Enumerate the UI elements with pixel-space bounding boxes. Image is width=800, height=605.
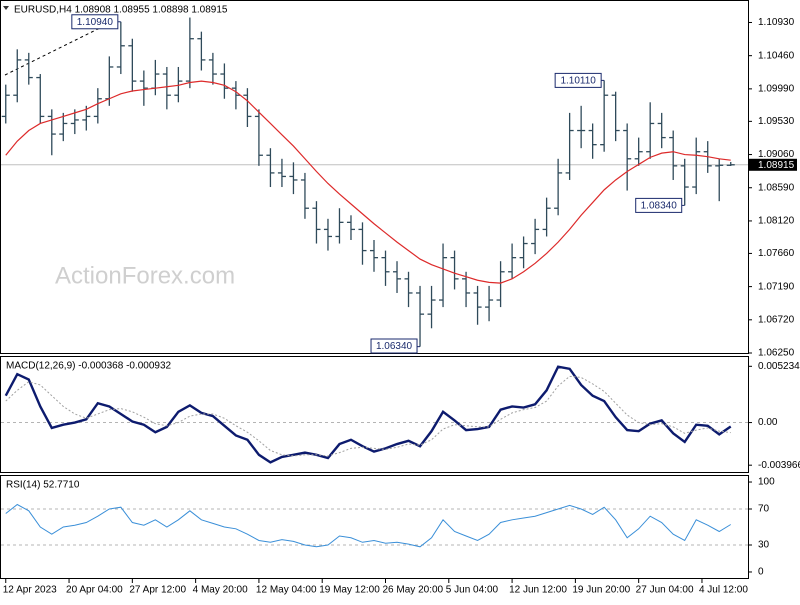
price-label: 1.10110: [560, 76, 596, 87]
panel-title: EURUSD,H4 1.08908 1.08955 1.08898 1.0891…: [14, 5, 228, 16]
price-label-box: [370, 338, 418, 354]
x-tick-label: 12 May 04:00: [256, 585, 317, 596]
y-tick-label: 0.00: [758, 417, 778, 428]
x-tick-label: 5 Jun 04:00: [446, 585, 499, 596]
x-tick-label: 19 May 12:00: [319, 585, 380, 596]
x-tick-label: 20 Apr 04:00: [66, 585, 123, 596]
y-tick-label: 1.06250: [758, 348, 795, 359]
y-tick-label: 1.08120: [758, 216, 795, 227]
y-tick-label: 1.10460: [758, 50, 795, 61]
price-label: 1.06340: [376, 341, 413, 352]
y-tick-label: 30: [758, 540, 770, 551]
y-tick-label: 1.08590: [758, 182, 795, 193]
y-tick-label: 1.07660: [758, 248, 795, 259]
y-tick-label: 1.10930: [758, 17, 795, 28]
last-price-label: 1.08915: [758, 160, 795, 171]
y-tick-label: 100: [758, 477, 775, 488]
panel-title: RSI(14) 52.7710: [6, 480, 80, 491]
x-tick-label: 27 Jun 04:00: [636, 585, 694, 596]
y-tick-label: 0.005234: [758, 361, 800, 372]
rsi-panel: [0, 475, 749, 579]
x-tick-label: 12 Jun 12:00: [509, 585, 567, 596]
y-tick-label: 1.09060: [758, 149, 795, 160]
macd-panel: [0, 356, 749, 473]
watermark: ActionForex.com: [55, 262, 235, 289]
y-tick-label: -0.003966: [758, 460, 800, 471]
x-tick-label: 4 May 20:00: [193, 585, 248, 596]
indicator-line: [5, 503, 731, 548]
x-tick-label: 26 May 20:00: [383, 585, 444, 596]
y-tick-label: 1.06720: [758, 314, 795, 325]
y-tick-label: 1.09530: [758, 116, 795, 127]
moving-average: [5, 80, 731, 284]
x-tick-label: 4 Jul 12:00: [699, 585, 748, 596]
panel-title: MACD(12,26,9) -0.000368 -0.000932: [6, 361, 172, 372]
y-tick-label: 70: [758, 504, 770, 515]
last-price-box: [749, 158, 797, 171]
y-tick-label: 1.07190: [758, 281, 795, 292]
y-tick-label: 1.09990: [758, 84, 795, 95]
indicator-line: [4, 365, 732, 464]
price-label: 1.08340: [641, 201, 678, 212]
x-tick-label: 27 Apr 12:00: [129, 585, 186, 596]
y-tick-label: 0: [758, 567, 764, 578]
symbol-icon: [3, 6, 9, 10]
indicator-line: [5, 375, 731, 457]
price-label: 1.10940: [77, 17, 114, 28]
x-tick-label: 12 Apr 2023: [3, 585, 57, 596]
x-tick-label: 19 Jun 20:00: [572, 585, 630, 596]
